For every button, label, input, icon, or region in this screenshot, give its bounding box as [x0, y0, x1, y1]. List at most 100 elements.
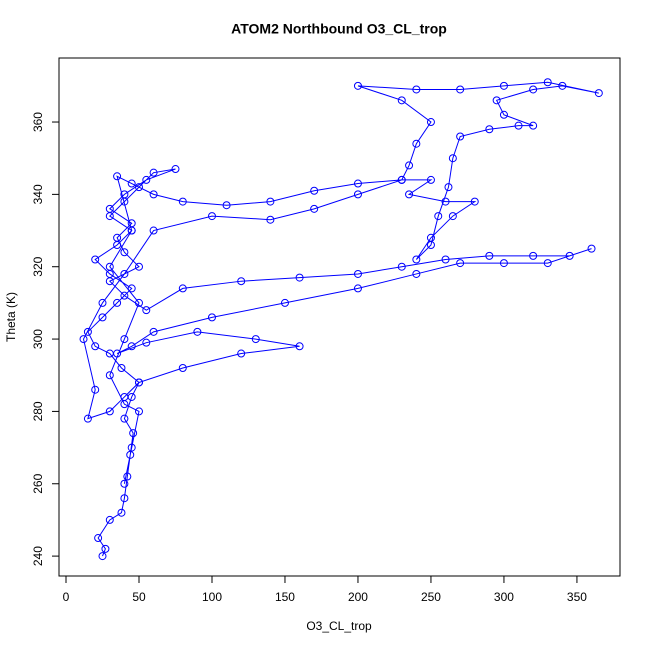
- data-point: [91, 342, 100, 351]
- x-tick-label: 50: [132, 590, 146, 604]
- y-tick-label: 260: [31, 473, 45, 493]
- data-point: [529, 251, 538, 260]
- data-point: [470, 197, 479, 206]
- data-point: [492, 96, 501, 105]
- data-point: [171, 165, 180, 174]
- data-point: [295, 273, 304, 282]
- data-point: [98, 313, 107, 322]
- data-point: [412, 255, 421, 264]
- data-point: [207, 212, 216, 221]
- data-point: [101, 544, 110, 553]
- x-tick-label: 150: [275, 590, 295, 604]
- data-point: [434, 212, 443, 221]
- y-tick-label: 240: [31, 546, 45, 566]
- data-point: [113, 298, 122, 307]
- data-point: [397, 175, 406, 184]
- x-tick-label: 100: [202, 590, 222, 604]
- data-point: [587, 244, 596, 253]
- data-point: [295, 342, 304, 351]
- data-point: [149, 327, 158, 336]
- chart-title: ATOM2 Northbound O3_CL_trop: [231, 21, 447, 37]
- data-point: [127, 284, 136, 293]
- data-point: [405, 161, 414, 170]
- plot-frame: [58, 57, 621, 577]
- y-tick-label: 340: [31, 184, 45, 204]
- data-point: [499, 259, 508, 268]
- data-point: [499, 81, 508, 90]
- data-point: [98, 298, 107, 307]
- data-point: [126, 450, 135, 459]
- data-point: [105, 277, 114, 286]
- data-point: [117, 508, 126, 517]
- data-point: [222, 201, 231, 210]
- data-point: [485, 251, 494, 260]
- data-line: [82, 81, 599, 557]
- data-point: [237, 277, 246, 286]
- y-tick-label: 280: [31, 401, 45, 421]
- data-point: [310, 204, 319, 213]
- data-point: [79, 335, 88, 344]
- data-point: [83, 414, 92, 423]
- data-point: [120, 291, 129, 300]
- x-tick-label: 350: [567, 590, 587, 604]
- data-point: [120, 269, 129, 278]
- data-point: [149, 168, 158, 177]
- data-point: [91, 255, 100, 264]
- x-axis-label: O3_CL_trop: [306, 619, 372, 633]
- data-point: [514, 121, 523, 130]
- data-point: [98, 552, 107, 561]
- data-point: [178, 364, 187, 373]
- data-point: [426, 175, 435, 184]
- data-point: [134, 298, 143, 307]
- data-point: [120, 494, 129, 503]
- data-point: [105, 262, 114, 271]
- data-point: [426, 241, 435, 250]
- data-point: [142, 306, 151, 315]
- data-point: [251, 335, 260, 344]
- data-point: [353, 179, 362, 188]
- data-point: [105, 407, 114, 416]
- data-point: [426, 118, 435, 127]
- data-point: [456, 85, 465, 94]
- x-tick-label: 300: [494, 590, 514, 604]
- data-point: [127, 226, 136, 235]
- data-point: [412, 139, 421, 148]
- data-point: [105, 371, 114, 380]
- data-point: [83, 327, 92, 336]
- data-point: [266, 197, 275, 206]
- y-tick-label: 300: [31, 329, 45, 349]
- y-tick-label: 360: [31, 112, 45, 132]
- y-tick-label: 320: [31, 256, 45, 276]
- data-point: [193, 327, 202, 336]
- x-tick-label: 0: [63, 590, 70, 604]
- data-point: [123, 472, 132, 481]
- data-point: [397, 96, 406, 105]
- data-point: [120, 414, 129, 423]
- data-point: [266, 215, 275, 224]
- data-point: [120, 335, 129, 344]
- data-point: [448, 212, 457, 221]
- data-point: [127, 443, 136, 452]
- data-point: [499, 110, 508, 119]
- data-point: [94, 534, 103, 543]
- data-point: [149, 190, 158, 199]
- data-point: [353, 284, 362, 293]
- data-point: [529, 121, 538, 130]
- data-point: [456, 259, 465, 268]
- data-point: [142, 338, 151, 347]
- data-point: [142, 175, 151, 184]
- data-point: [543, 78, 552, 87]
- data-point: [129, 429, 138, 438]
- data-point: [280, 298, 289, 307]
- data-point: [405, 190, 414, 199]
- data-point: [120, 479, 129, 488]
- data-point: [117, 364, 126, 373]
- x-tick-label: 200: [348, 590, 368, 604]
- data-point: [529, 85, 538, 94]
- y-axis-label: Theta (K): [4, 292, 18, 342]
- data-point: [558, 81, 567, 90]
- data-point: [113, 172, 122, 181]
- data-point: [105, 515, 114, 524]
- data-point: [353, 81, 362, 90]
- data-point: [127, 179, 136, 188]
